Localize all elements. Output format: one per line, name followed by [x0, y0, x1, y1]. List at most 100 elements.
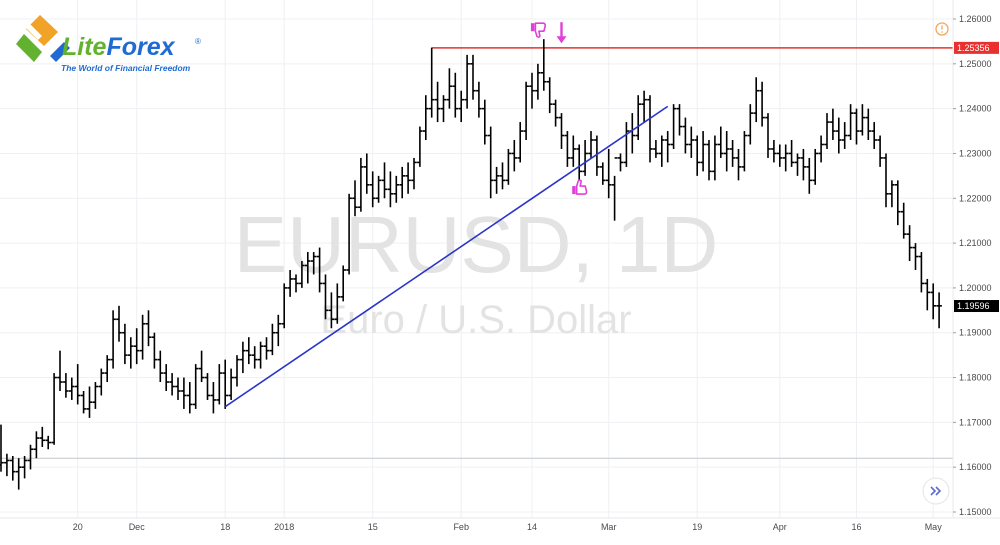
ohlc-bar[interactable]: [269, 323, 276, 356]
ohlc-bar[interactable]: [529, 72, 535, 109]
ohlc-bar[interactable]: [133, 328, 140, 365]
ohlc-bar[interactable]: [51, 373, 57, 445]
ohlc-bar[interactable]: [240, 341, 246, 374]
ohlc-bar[interactable]: [470, 54, 476, 100]
alert-circle-icon[interactable]: [935, 22, 949, 36]
ohlc-bar[interactable]: [216, 364, 223, 405]
trendline[interactable]: [224, 105, 669, 408]
ohlc-bar[interactable]: [204, 373, 211, 400]
ohlc-bar[interactable]: [423, 95, 429, 141]
ohlc-bar[interactable]: [181, 377, 187, 409]
ohlc-bar[interactable]: [228, 368, 234, 400]
time-axis[interactable]: 20 Dec 18 2018 15 Feb 14 Mar 19 Apr 16 May: [0, 517, 1000, 532]
ohlc-bar[interactable]: [434, 81, 441, 123]
ohlc-bar[interactable]: [871, 122, 877, 149]
ohlc-bar[interactable]: [623, 122, 630, 167]
ohlc-bar[interactable]: [818, 135, 824, 163]
ohlc-bar[interactable]: [458, 90, 464, 123]
ohlc-bar[interactable]: [777, 144, 783, 167]
ohlc-bar[interactable]: [169, 373, 175, 396]
ohlc-bar[interactable]: [906, 225, 913, 262]
ohlc-bar[interactable]: [883, 153, 889, 208]
ohlc-bar[interactable]: [74, 364, 81, 405]
ohlc-bar[interactable]: [830, 108, 836, 141]
ohlc-bar[interactable]: [735, 148, 742, 181]
ohlc-bar[interactable]: [812, 148, 818, 185]
ohlc-bar[interactable]: [464, 54, 470, 109]
ohlc-bar[interactable]: [930, 283, 936, 320]
arrow-down-icon[interactable]: [556, 22, 567, 44]
ohlc-bar[interactable]: [605, 148, 612, 199]
ohlc-bar[interactable]: [865, 108, 872, 141]
price-axis[interactable]: 1.26000 1.25000 1.24000 1.23000 1.22000 1.210…: [952, 0, 999, 518]
ohlc-bar[interactable]: [287, 269, 293, 297]
ohlc-bar[interactable]: [175, 377, 181, 400]
ohlc-bar[interactable]: [21, 455, 28, 479]
ohlc-bar[interactable]: [729, 140, 736, 167]
ohlc-bar[interactable]: [782, 144, 789, 172]
ohlc-bar[interactable]: [558, 113, 565, 149]
ohlc-bar[interactable]: [369, 171, 376, 208]
ohlc-bar[interactable]: [33, 431, 40, 459]
ohlc-bar[interactable]: [541, 39, 547, 91]
ohlc-bar[interactable]: [641, 90, 647, 123]
ohlc-bar[interactable]: [27, 444, 34, 470]
ohlc-bar[interactable]: [511, 140, 518, 172]
ohlc-bar[interactable]: [305, 252, 311, 284]
ohlc-bar[interactable]: [222, 359, 228, 409]
ohlc-bar[interactable]: [346, 193, 352, 275]
ohlc-bar[interactable]: [151, 332, 158, 369]
ohlc-bar[interactable]: [157, 350, 164, 383]
ohlc-bar[interactable]: [682, 117, 689, 154]
ohlc-bar[interactable]: [564, 131, 571, 167]
ohlc-bar[interactable]: [334, 283, 341, 324]
ohlc-bar[interactable]: [322, 274, 329, 320]
ohlc-bar[interactable]: [576, 144, 582, 181]
ohlc-bar[interactable]: [316, 247, 323, 293]
ohlc-bar[interactable]: [765, 113, 771, 158]
ohlc-bar[interactable]: [251, 346, 258, 369]
ohlc-bar[interactable]: [104, 355, 110, 383]
ohlc-bar[interactable]: [446, 68, 453, 109]
ohlc-bar[interactable]: [771, 140, 777, 163]
ohlc-bar[interactable]: [57, 350, 63, 391]
ohlc-bar[interactable]: [659, 135, 665, 167]
ohlc-bar[interactable]: [499, 162, 506, 190]
ohlc-bar[interactable]: [912, 243, 919, 270]
ohlc-bar[interactable]: [570, 135, 577, 167]
thumbs-up-icon[interactable]: [572, 179, 588, 195]
ohlc-bar[interactable]: [39, 426, 46, 448]
ohlc-bar[interactable]: [4, 453, 10, 477]
ohlc-bar[interactable]: [847, 104, 854, 141]
ohlc-bar[interactable]: [381, 162, 388, 199]
ohlc-bar[interactable]: [611, 157, 618, 221]
ohlc-bar[interactable]: [505, 148, 512, 185]
scroll-right-button[interactable]: [922, 477, 950, 505]
ohlc-bar[interactable]: [712, 135, 718, 181]
ohlc-bar[interactable]: [877, 135, 883, 167]
ohlc-bar[interactable]: [192, 364, 199, 409]
ohlc-bar[interactable]: [405, 162, 411, 194]
ohlc-bar[interactable]: [234, 355, 240, 387]
ohlc-bar[interactable]: [10, 455, 16, 481]
ohlc-bar[interactable]: [145, 310, 152, 347]
ohlc-bar[interactable]: [895, 180, 901, 226]
ohlc-bar[interactable]: [517, 122, 523, 163]
ohlc-bar[interactable]: [487, 126, 494, 199]
ohlc-bar[interactable]: [263, 337, 270, 360]
thumbs-down-icon[interactable]: [530, 22, 547, 38]
ohlc-bar[interactable]: [924, 278, 931, 311]
ohlc-bar[interactable]: [836, 117, 842, 154]
ohlc-bar[interactable]: [116, 305, 122, 342]
ohlc-bar[interactable]: [664, 131, 671, 163]
ohlc-bar[interactable]: [128, 337, 134, 369]
ohlc-bar[interactable]: [187, 382, 193, 414]
ohlc-bar[interactable]: [257, 341, 264, 369]
ohlc-bar[interactable]: [98, 368, 105, 396]
ohlc-bar[interactable]: [741, 131, 748, 172]
ohlc-bar[interactable]: [552, 99, 559, 127]
ohlc-bar[interactable]: [806, 157, 813, 194]
ohlc-bar[interactable]: [86, 386, 93, 418]
ohlc-bar[interactable]: [411, 157, 417, 190]
